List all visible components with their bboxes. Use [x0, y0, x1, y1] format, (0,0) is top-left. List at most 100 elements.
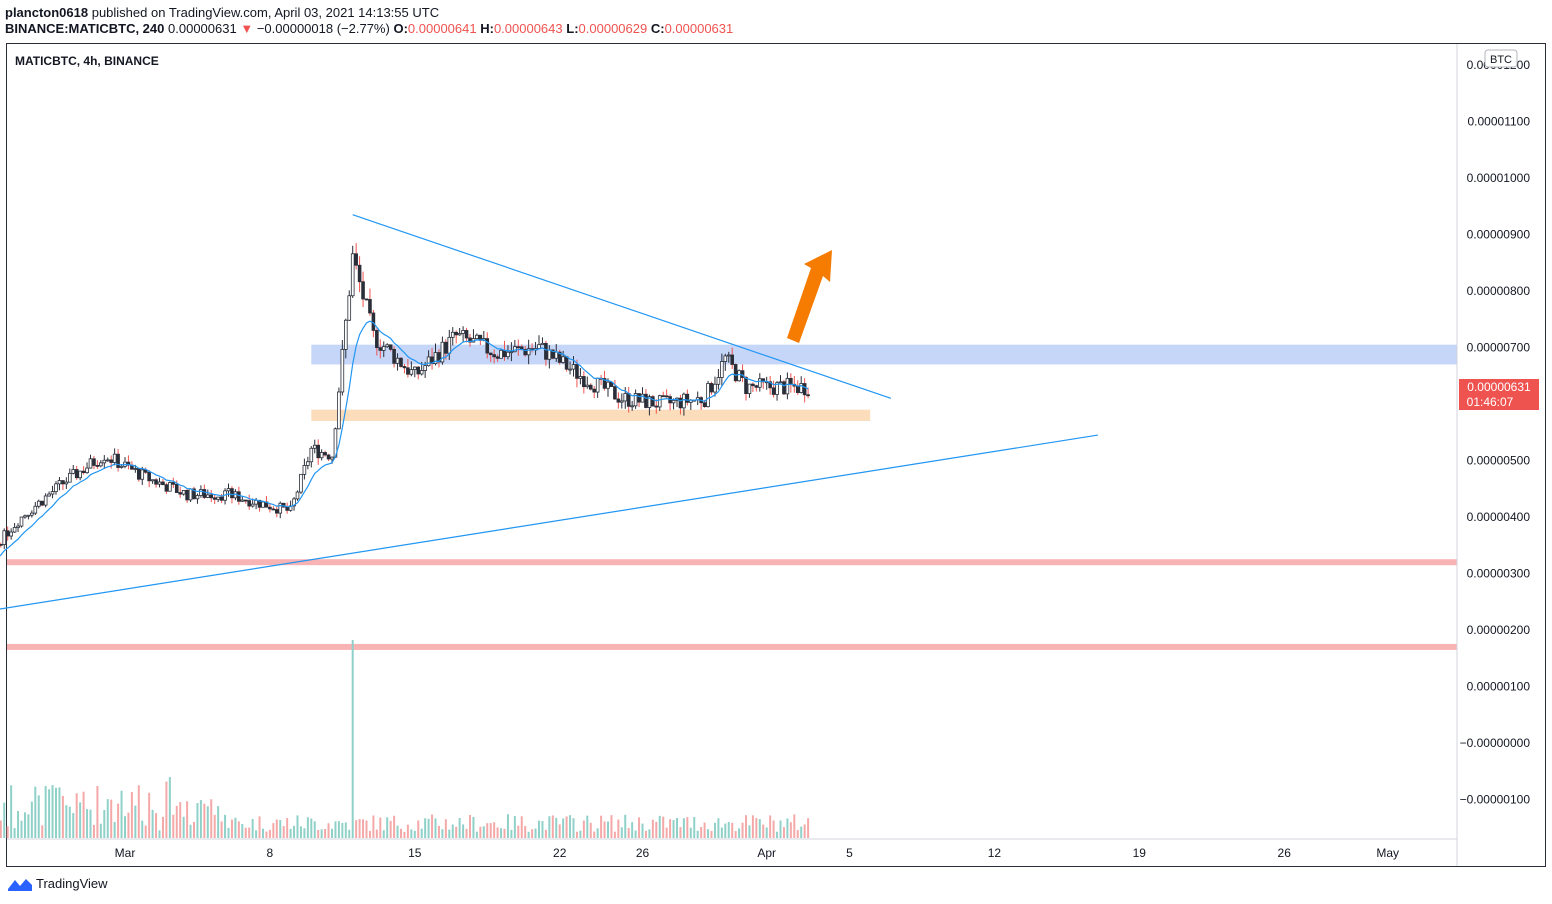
time-tick-label: 8: [267, 846, 274, 860]
candle-body: [595, 377, 600, 393]
descending-trendline: [352, 214, 892, 399]
candle-body: [116, 453, 120, 468]
candle-body: [585, 384, 590, 388]
support-line: [7, 559, 1457, 566]
chart-frame[interactable]: [6, 43, 1546, 867]
candle-body: [343, 319, 348, 350]
candle-body: [747, 383, 752, 394]
candle-body: [371, 312, 376, 331]
candle-body: [250, 503, 255, 507]
candle-body: [399, 357, 403, 367]
candle-body: [554, 351, 559, 359]
time-tick-label: 22: [553, 846, 567, 860]
candle-body: [395, 357, 400, 364]
candle-body: [468, 337, 472, 343]
candle-body: [523, 349, 527, 356]
candle-body: [571, 364, 576, 370]
candle-body: [802, 383, 807, 396]
candle-body: [454, 331, 458, 336]
candle-body: [444, 341, 448, 354]
author-name[interactable]: plancton0618: [5, 5, 89, 20]
time-tick-label: Mar: [115, 846, 136, 860]
candle-body: [537, 344, 541, 349]
candle-body: [237, 491, 241, 502]
candle-body: [71, 469, 76, 474]
currency-badge[interactable]: BTC: [1484, 49, 1518, 68]
candle-body: [657, 395, 662, 408]
candle-body: [568, 368, 572, 371]
high-label: H:: [480, 21, 494, 36]
candle-body: [247, 500, 252, 507]
candle-body: [19, 516, 24, 527]
candle-body: [33, 505, 38, 514]
candle-body: [164, 484, 169, 492]
candle-body: [661, 395, 665, 398]
candle-body: [337, 391, 341, 430]
candle-body: [726, 354, 731, 357]
candle-body: [340, 348, 345, 393]
candle-body: [74, 469, 79, 479]
candle-body: [119, 465, 124, 468]
candle-body: [416, 366, 421, 375]
candle-body: [102, 459, 107, 464]
time-tick-label: Apr: [757, 846, 776, 860]
candle-body: [499, 349, 503, 359]
candle-body: [557, 351, 562, 363]
candle-body: [450, 331, 455, 338]
last-price-tag-value: 0.00000631: [1467, 380, 1531, 394]
time-tick-label: May: [1376, 846, 1399, 860]
candle-body: [192, 488, 196, 500]
candle-body: [392, 348, 396, 364]
candle-body: [202, 489, 207, 498]
candle-body: [140, 469, 145, 480]
candle-body: [775, 382, 779, 395]
support-zone: [311, 409, 871, 421]
candle-body: [806, 394, 810, 397]
candle-body: [26, 514, 31, 517]
candle-body: [2, 530, 7, 546]
candle-body: [306, 461, 310, 466]
candle-body: [799, 383, 803, 393]
high-value: 0.00000643: [493, 21, 563, 36]
candle-body: [506, 351, 510, 358]
candle-body: [751, 383, 755, 387]
candle-body: [412, 366, 417, 370]
candle-body: [312, 444, 317, 449]
time-tick-label: 15: [408, 846, 422, 860]
price-tick-label: 0.00000500: [1467, 454, 1531, 468]
candle-body: [278, 502, 283, 514]
currency-badge-label: BTC: [1490, 54, 1512, 66]
support-line: [7, 643, 1457, 650]
candle-body: [68, 472, 72, 483]
candle-body: [744, 377, 748, 394]
candle-body: [651, 396, 655, 407]
candle-body: [212, 497, 217, 500]
change-value: −0.00000018 (−2.77%): [256, 21, 390, 36]
close-label: C:: [650, 21, 665, 36]
candle-body: [174, 483, 179, 493]
candle-body: [199, 489, 203, 496]
candle-body: [644, 393, 648, 408]
candle-body: [630, 405, 634, 408]
candle-body: [378, 347, 383, 351]
candle-body: [295, 491, 300, 500]
price-tick-label: 0.00000800: [1467, 284, 1531, 298]
moving-average-line: [0, 320, 809, 557]
price-tick-label: 0.00000900: [1467, 228, 1531, 242]
price-tick-label: 0.00001000: [1467, 171, 1531, 185]
publish-line: plancton0618 published on TradingView.co…: [5, 5, 439, 21]
candle-body: [592, 388, 596, 393]
candle-body: [168, 482, 172, 492]
candle-body: [381, 346, 386, 351]
candle-body: [771, 387, 776, 395]
price-tick-label: 0.00000200: [1467, 623, 1531, 637]
tradingview-brand[interactable]: TradingView: [8, 876, 108, 891]
candle-body: [285, 506, 289, 511]
candle-body: [616, 398, 621, 403]
candle-body: [368, 299, 372, 314]
candle-body: [161, 481, 165, 486]
candle-body: [723, 355, 728, 362]
candle-body: [43, 495, 48, 506]
candle-body: [447, 336, 452, 354]
